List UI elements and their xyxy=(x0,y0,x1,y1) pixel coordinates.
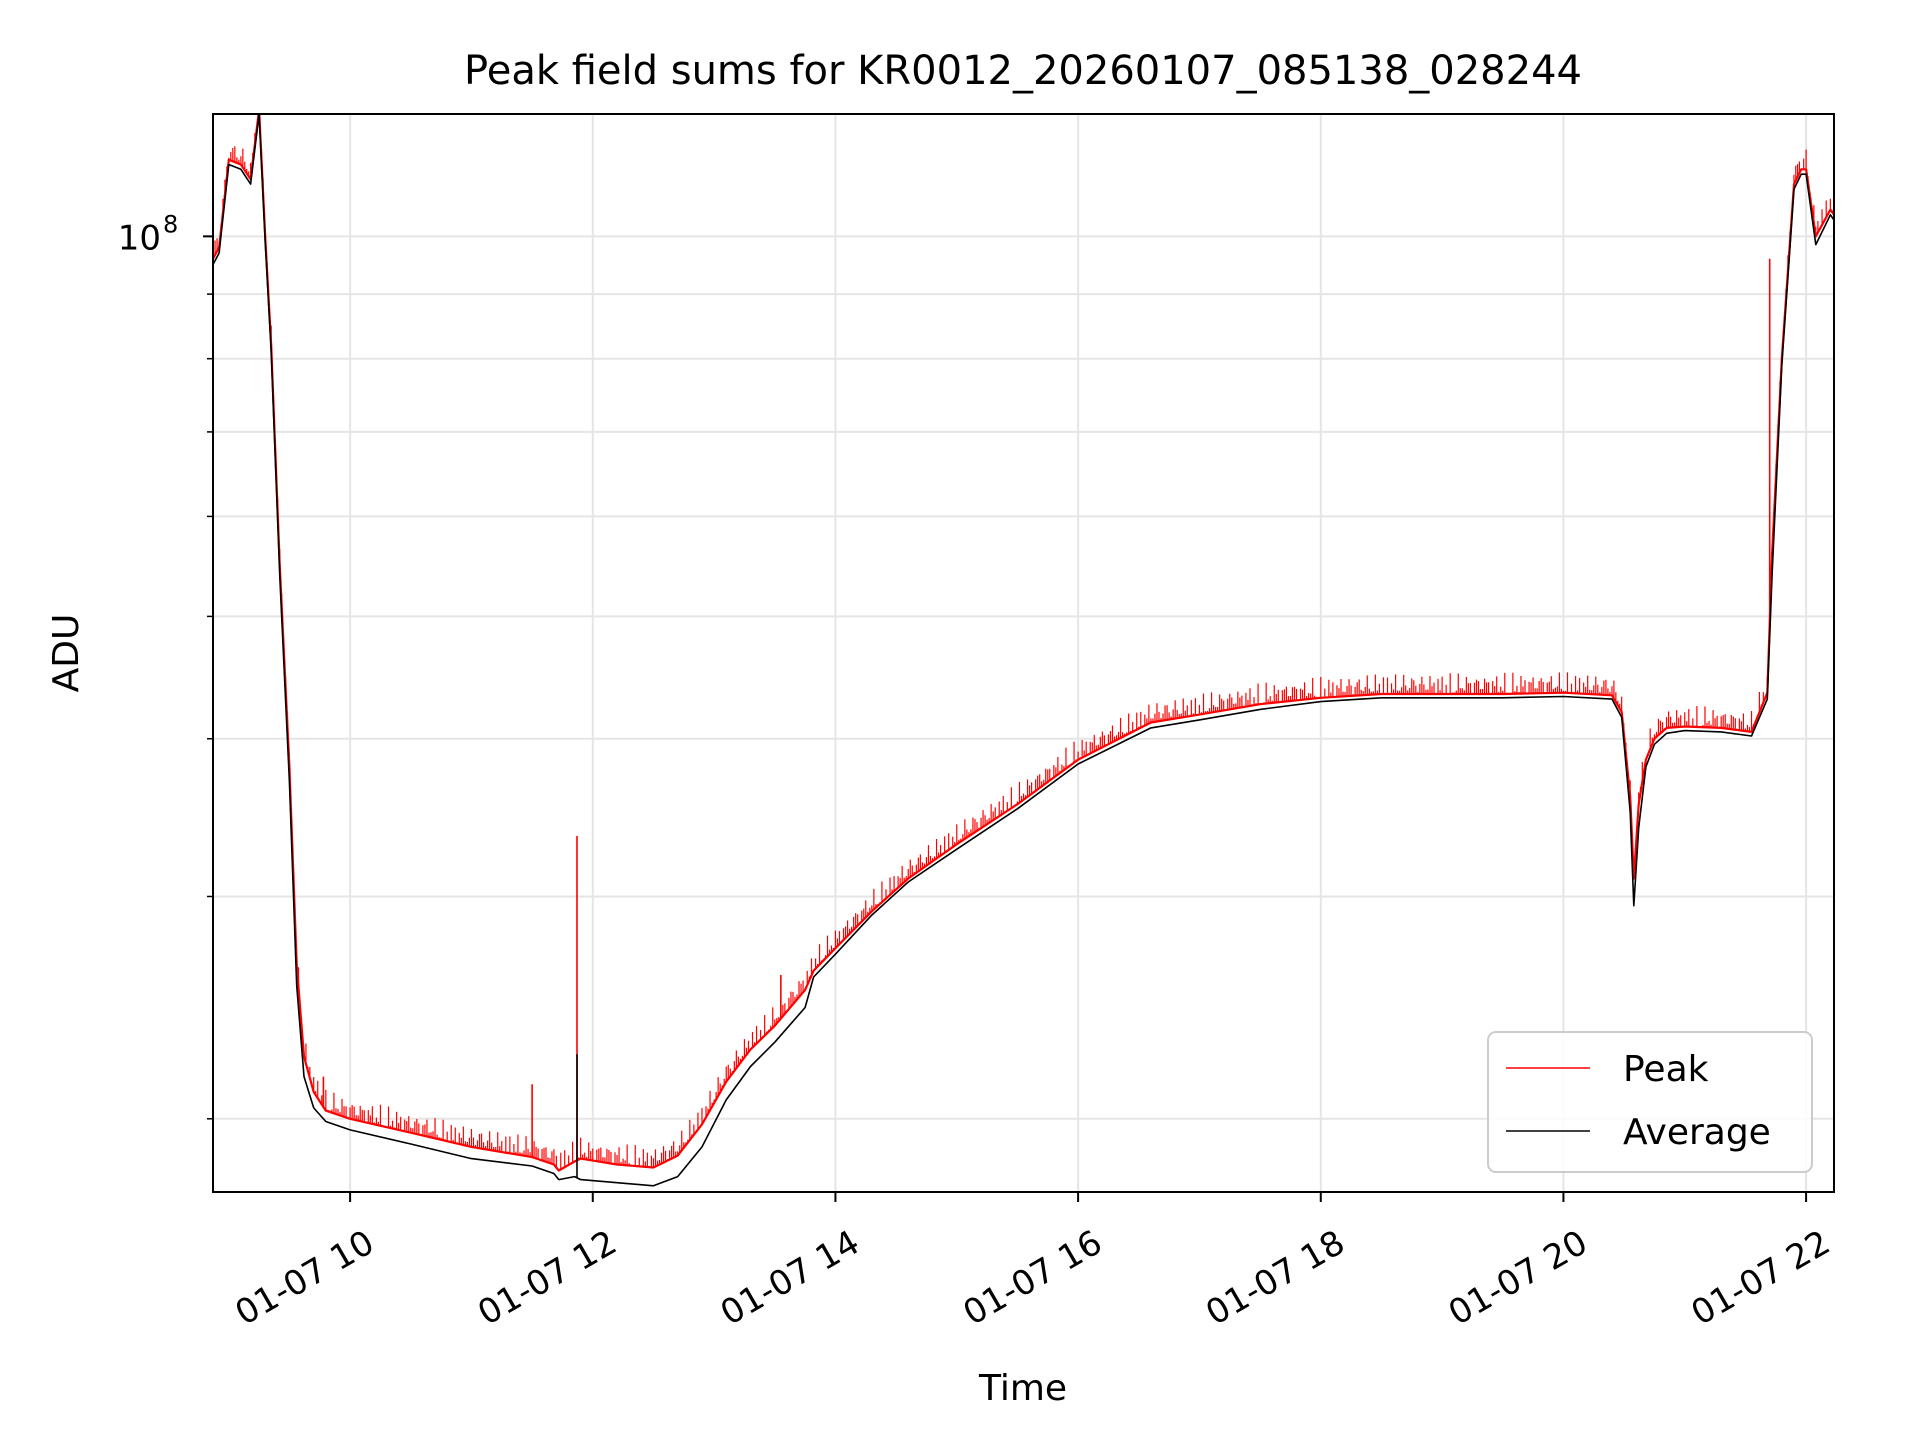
legend-average-label: Average xyxy=(1623,1112,1771,1153)
legend-peak-label: Peak xyxy=(1623,1049,1709,1090)
plot-frame xyxy=(212,113,1835,1193)
legend: Peak Average xyxy=(1487,1031,1813,1173)
average-series-line xyxy=(213,114,1834,1187)
y-tick-label-base: 10 xyxy=(118,218,161,258)
y-tick-label-exponent: 8 xyxy=(163,210,178,238)
legend-box xyxy=(1487,1031,1813,1173)
grid-lines xyxy=(213,114,1834,1192)
y-axis-label: ADU xyxy=(46,614,87,693)
series-layer xyxy=(213,114,1834,1187)
y-axis-ticks: 10 8 xyxy=(118,210,213,1120)
x-axis-label: Time xyxy=(978,1368,1067,1409)
plot-area xyxy=(213,114,1834,1187)
chart-title: Peak field sums for KR0012_20260107_0851… xyxy=(464,48,1582,94)
